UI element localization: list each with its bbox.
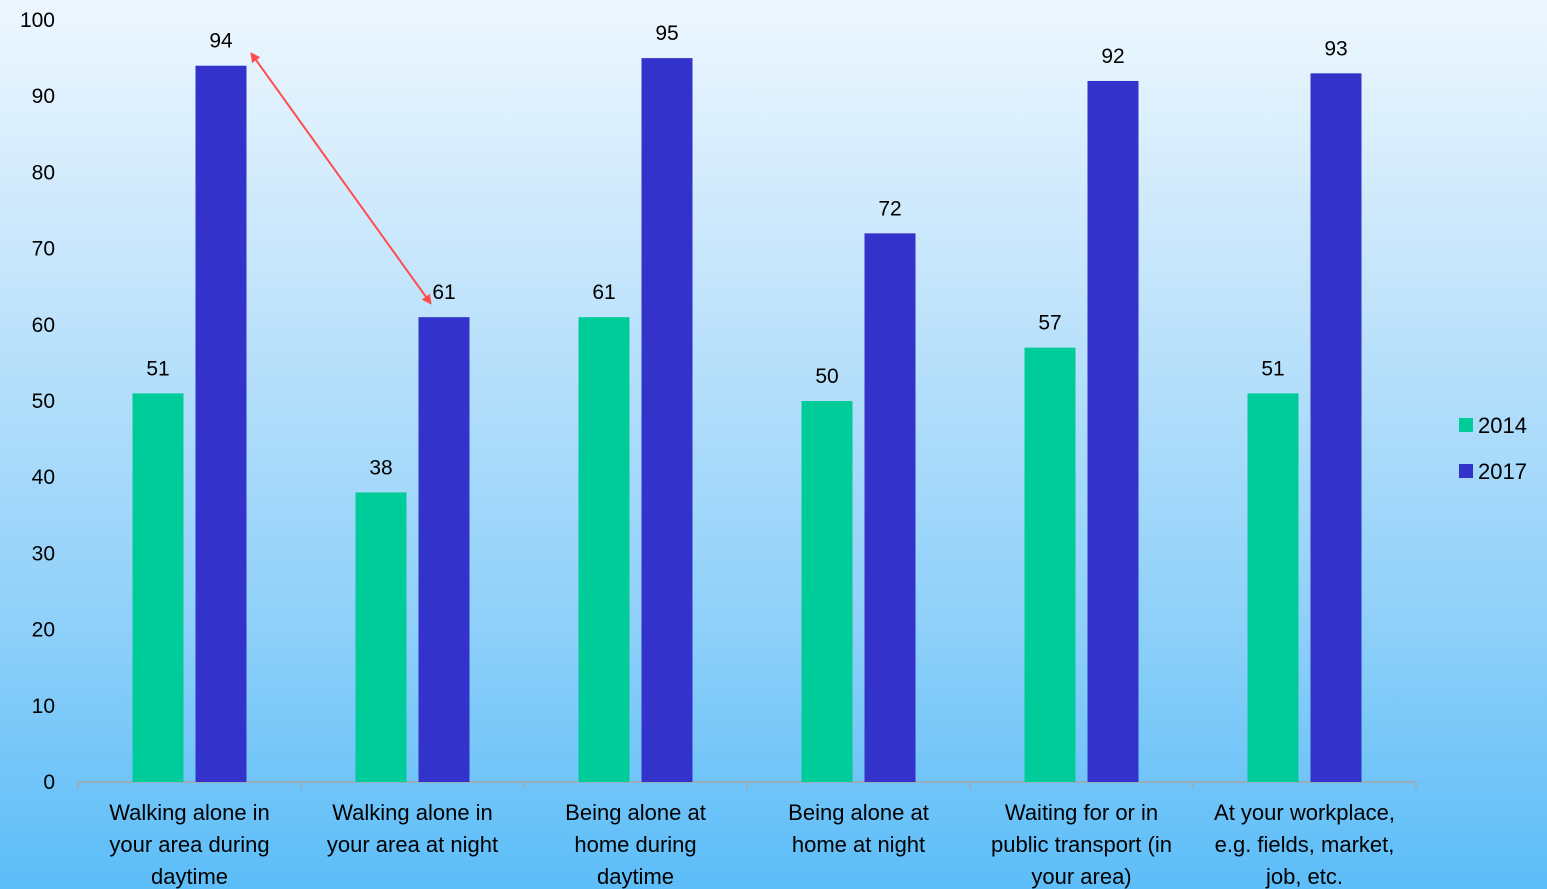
legend-label-2014: 2014: [1478, 413, 1527, 438]
bar-2014-2: [355, 492, 407, 782]
data-label-2017-3: 95: [655, 22, 678, 45]
y-tick-label-0: 0: [43, 771, 55, 794]
legend-label-2017: 2017: [1478, 459, 1527, 484]
y-tick-label-60: 60: [32, 314, 55, 337]
category-label-4-line-2: home at night: [792, 832, 925, 857]
data-label-2014-3: 61: [592, 281, 615, 304]
annotation-arrow-group: [250, 52, 432, 305]
bar-2017-6: [1310, 73, 1362, 783]
value-labels: 51 38 61 50 57 51 94 61 95 72 92 93: [146, 22, 1347, 479]
legend-swatch-2017: [1459, 464, 1473, 478]
bars: [132, 58, 1362, 783]
category-label-6-line-3: job, etc.: [1265, 864, 1343, 889]
data-label-2014-2: 38: [369, 456, 392, 479]
y-axis: 0 10 20 30 40 50 60 70 80 90 100: [20, 9, 55, 794]
x-axis: [77, 781, 1417, 789]
y-tick-label-70: 70: [32, 238, 55, 261]
category-label-6-line-2: e.g. fields, market,: [1215, 832, 1395, 857]
data-label-2014-6: 51: [1261, 357, 1284, 380]
y-tick-label-90: 90: [32, 85, 55, 108]
y-tick-label-30: 30: [32, 542, 55, 565]
data-label-2014-5: 57: [1038, 312, 1061, 335]
data-label-2017-4: 72: [878, 197, 901, 220]
y-tick-label-40: 40: [32, 466, 55, 489]
category-label-6-line-1: At your workplace,: [1214, 800, 1395, 825]
category-label-1-line-1: Walking alone in: [109, 800, 270, 825]
data-label-2017-6: 93: [1324, 37, 1347, 60]
data-label-2017-5: 92: [1101, 45, 1124, 68]
category-label-3-line-3: daytime: [597, 864, 674, 889]
bar-2014-4: [801, 401, 853, 782]
bar-2017-5: [1087, 80, 1139, 782]
data-label-2014-4: 50: [815, 365, 838, 388]
data-label-2017-2: 61: [432, 281, 455, 304]
bar-2017-2: [418, 317, 470, 782]
category-label-5-line-1: Waiting for or in: [1005, 800, 1158, 825]
category-label-2-line-2: your area at night: [327, 832, 498, 857]
bar-2014-1: [132, 393, 184, 782]
category-label-2-line-1: Walking alone in: [332, 800, 493, 825]
category-label-4-line-1: Being alone at: [788, 800, 929, 825]
category-label-5-line-3: your area): [1031, 864, 1131, 889]
data-label-2017-1: 94: [209, 30, 233, 53]
category-labels: Walking alone in your area during daytime W…: [109, 800, 1395, 889]
annotation-arrow: [250, 52, 432, 305]
legend: 2014 2017: [1459, 413, 1527, 484]
y-tick-label-10: 10: [32, 695, 55, 718]
y-tick-label-80: 80: [32, 161, 55, 184]
y-tick-label-50: 50: [32, 390, 55, 413]
category-label-3-line-2: home during: [574, 832, 696, 857]
y-tick-label-100: 100: [20, 9, 55, 32]
category-label-1-line-2: your area during: [109, 832, 269, 857]
category-label-5-line-2: public transport (in: [991, 832, 1172, 857]
category-label-1-line-3: daytime: [151, 864, 228, 889]
bar-2014-6: [1247, 393, 1299, 782]
bar-2017-1: [195, 65, 247, 783]
bar-2017-3: [641, 58, 693, 783]
y-tick-label-20: 20: [32, 619, 55, 642]
legend-swatch-2014: [1459, 418, 1473, 432]
bar-2014-5: [1024, 347, 1076, 782]
category-label-3-line-1: Being alone at: [565, 800, 706, 825]
bar-2017-4: [864, 233, 916, 783]
data-label-2014-1: 51: [146, 357, 169, 380]
bar-2014-3: [578, 317, 630, 782]
